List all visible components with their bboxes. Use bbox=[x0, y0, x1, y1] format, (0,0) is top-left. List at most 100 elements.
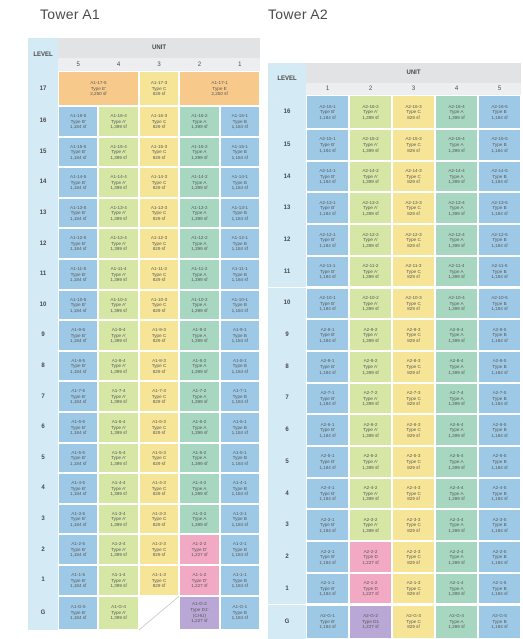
unit-type: Type A bbox=[449, 363, 464, 369]
unit-sf: 1,184 sf bbox=[70, 124, 87, 130]
unit-type: Type A bbox=[449, 205, 464, 211]
unit-cell: A2-13-4 Type A 1,399 sf bbox=[435, 192, 478, 225]
unit-number-3: 3 bbox=[138, 58, 180, 71]
unit-type: Type C bbox=[406, 522, 421, 528]
unit-sf: 1,399 sf bbox=[191, 399, 208, 405]
unit-cell: A1-13-2 Type A 1,399 sf bbox=[179, 197, 220, 229]
unit-id: A1-12-2 bbox=[191, 235, 208, 241]
unit-sf: 829 sf bbox=[152, 185, 166, 191]
unit-sf: 829 sf bbox=[152, 491, 166, 497]
unit-cell: A2-10-3 Type C 829 sf bbox=[392, 287, 435, 320]
unit-id: A1-5-2 bbox=[192, 449, 207, 455]
tower-a2-grid: LEVEL UNIT 1 2 3 4 5 16 A2-16-1 Type B' 1,184 sf A2… bbox=[268, 63, 521, 639]
unit-header: UNIT bbox=[306, 63, 521, 83]
unit-type: Type B' bbox=[70, 455, 86, 461]
unit-sf: 829 sf bbox=[152, 521, 166, 527]
unit-cell: A1-G-4 Type A' 1,399 sf bbox=[98, 595, 139, 630]
unit-cell: A2-G-3 Type C 829 sf bbox=[392, 604, 435, 639]
unit-id: A2-3-3 bbox=[406, 516, 421, 522]
unit-id: A1-13-5 bbox=[70, 204, 87, 210]
level-label-3: 3 bbox=[268, 509, 306, 542]
unit-id: A2-16-5 bbox=[491, 103, 508, 109]
unit-sf: 1,399 sf bbox=[110, 246, 127, 252]
unit-cell: A2-10-4 Type A 1,399 sf bbox=[435, 287, 478, 320]
unit-id: A2-10-4 bbox=[448, 294, 465, 300]
unit-type: Type B' bbox=[319, 142, 336, 148]
unit-cell: A1-15-1 Type B 1,184 sf bbox=[219, 136, 260, 168]
unit-sf: 2,250 sf bbox=[90, 91, 107, 97]
unit-id: A2-1-5 bbox=[492, 580, 507, 586]
unit-cell: A1-12-4 Type A' 1,399 sf bbox=[98, 228, 139, 259]
unit-sf: 829 sf bbox=[407, 591, 420, 597]
unit-sf: 1,184 sf bbox=[491, 337, 508, 343]
unit-cell: A1-9-3 Type C 829 sf bbox=[138, 320, 180, 351]
unit-type: Type C bbox=[406, 332, 421, 338]
unit-type: Type B bbox=[492, 300, 507, 306]
unit-type: Type C bbox=[406, 585, 421, 591]
unit-type: Type B bbox=[492, 427, 507, 433]
unit-id: A1-17-1 bbox=[211, 80, 228, 86]
unit-cell: A1-3-5 Type B' 1,184 sf bbox=[58, 503, 99, 535]
unit-id: A2-1-2 bbox=[363, 580, 378, 586]
unit-sf: 829 sf bbox=[407, 242, 420, 248]
unit-cell: A1-17-5 Type E' 2,250 sf bbox=[58, 71, 139, 106]
unit-cell: A2-5-3 Type C 829 sf bbox=[392, 446, 435, 478]
unit-cell: A1-1-1 Type B 1,184 sf bbox=[219, 565, 260, 596]
unit-type: Type C bbox=[406, 173, 421, 179]
level-label-5: 5 bbox=[28, 442, 58, 474]
unit-id: A2-4-3 bbox=[406, 485, 421, 491]
unit-cell: A2-9-3 Type C 829 sf bbox=[392, 319, 435, 351]
unit-sf: 1,399 sf bbox=[110, 615, 127, 621]
unit-type: Type B' bbox=[319, 332, 336, 338]
unit-type: Type A' bbox=[111, 455, 127, 461]
unit-cell: A1-2-3 Type C 829 sf bbox=[138, 534, 180, 565]
unit-cell: A1-6-3 Type C 829 sf bbox=[138, 412, 180, 443]
unit-cell: A1-10-5 Type B' 1,184 sf bbox=[58, 289, 99, 321]
level-label-9: 9 bbox=[268, 319, 306, 351]
unit-type: Type C bbox=[406, 268, 421, 274]
unit-sf: 1,399 sf bbox=[448, 211, 465, 217]
unit-sf: 1,184 sf bbox=[319, 147, 336, 153]
unit-sf: 1,184 sf bbox=[491, 179, 508, 185]
unit-sf: 829 sf bbox=[407, 274, 420, 280]
unit-id: A1-5-5 bbox=[71, 449, 86, 455]
unit-cell: A2-1-2 Type D 1,227 sf bbox=[349, 572, 392, 605]
unit-id: A2-7-2 bbox=[363, 390, 378, 396]
unit-sf: 1,184 sf bbox=[70, 368, 87, 374]
unit-id: A1-7-2 bbox=[192, 388, 207, 394]
unit-cell: A2-2-3 Type C 829 sf bbox=[392, 541, 435, 573]
unit-sf: 1,184 sf bbox=[70, 307, 87, 313]
unit-sf: 829 sf bbox=[152, 124, 166, 130]
unit-type: Type B' bbox=[70, 240, 86, 246]
tower-a1-grid: LEVEL UNIT 5 4 3 2 1 17 A1-17-5 Type E' 2,250 sf A1… bbox=[28, 38, 260, 630]
unit-id: A2-13-5 bbox=[491, 199, 508, 205]
unit-sf: 1,399 sf bbox=[448, 179, 465, 185]
level-label-12: 12 bbox=[268, 224, 306, 256]
unit-sf: 1,399 sf bbox=[110, 491, 127, 497]
unit-type: Type B' bbox=[70, 424, 86, 430]
unit-sf: 829 sf bbox=[152, 460, 166, 466]
unit-type: Type B bbox=[232, 240, 247, 246]
unit-id: A2-8-3 bbox=[406, 358, 421, 364]
unit-type: Type B bbox=[492, 490, 507, 496]
unit-type: Type B' bbox=[70, 118, 86, 124]
unit-id: A1-8-2 bbox=[192, 357, 207, 363]
unit-cell: A1-2-4 Type A' 1,399 sf bbox=[98, 534, 139, 565]
unit-id: A1-4-5 bbox=[71, 480, 86, 486]
unit-sf: 1,399 sf bbox=[362, 179, 379, 185]
unit-sf: 1,184 sf bbox=[70, 154, 87, 160]
unit-id: A1-11-1 bbox=[231, 265, 248, 271]
unit-cell: A2-5-1 Type B' 1,184 sf bbox=[306, 446, 349, 478]
unit-sf: 1,184 sf bbox=[491, 114, 508, 120]
unit-type: Type C bbox=[406, 490, 421, 496]
unit-id: A1-11-4 bbox=[110, 265, 127, 271]
level-label-16: 16 bbox=[268, 95, 306, 129]
unit-type: Type B' bbox=[70, 332, 86, 338]
unit-id: A2-6-5 bbox=[492, 421, 507, 427]
unit-type: Type C bbox=[151, 393, 167, 399]
unit-cell: A1-5-4 Type A' 1,399 sf bbox=[98, 442, 139, 474]
unit-id: A1-10-4 bbox=[110, 296, 127, 302]
unit-id: A1-7-3 bbox=[152, 388, 166, 394]
unit-sf: 829 sf bbox=[407, 306, 420, 312]
unit-type: Type B' bbox=[319, 490, 336, 496]
